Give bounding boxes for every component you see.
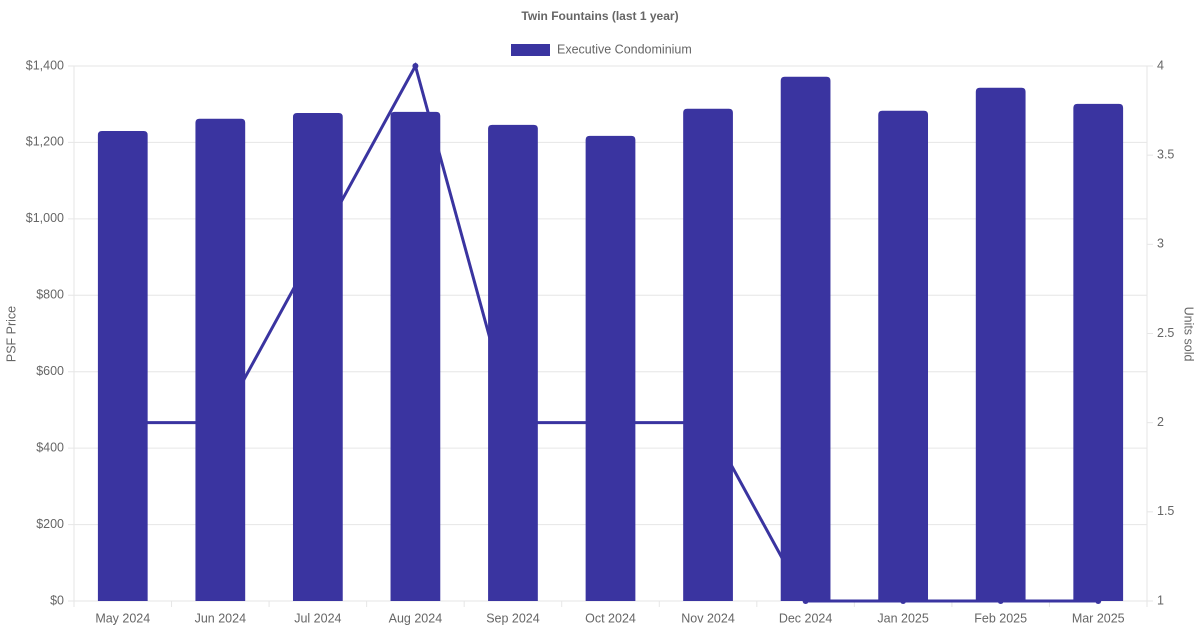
bar (975, 87, 1026, 601)
y2-axis-title: Units sold (1182, 307, 1196, 362)
bar (780, 76, 831, 601)
bar (683, 108, 733, 602)
y-tick-label: $400 (36, 440, 64, 454)
y-tick-label: $200 (36, 517, 64, 531)
legend-swatch (511, 44, 550, 56)
x-tick-label: Mar 2025 (1072, 611, 1125, 625)
line-point (412, 63, 419, 69)
x-tick-label: Jun 2024 (195, 611, 246, 625)
x-tick-label: Feb 2025 (974, 611, 1027, 625)
bar (390, 111, 441, 601)
x-tick-label: Aug 2024 (389, 611, 443, 625)
y2-tick-label: 3 (1157, 237, 1164, 251)
bar (878, 110, 929, 601)
chart-title: Twin Fountains (last 1 year) (521, 9, 678, 23)
bar (585, 135, 636, 602)
x-tick-label: May 2024 (95, 611, 150, 625)
bar (292, 113, 343, 601)
y2-tick-label: 3.5 (1157, 147, 1174, 161)
bar (97, 130, 148, 601)
y2-tick-label: 1 (1157, 593, 1164, 607)
y-axis-title: PSF Price (4, 306, 18, 362)
y2-tick-label: 4 (1157, 58, 1164, 72)
y-tick-label: $1,200 (26, 135, 64, 149)
bar (1073, 103, 1124, 601)
legend-label: Executive Condominium (557, 42, 692, 56)
y2-tick-label: 2 (1157, 415, 1164, 429)
y-tick-label: $0 (50, 593, 64, 607)
x-tick-label: Sep 2024 (486, 611, 540, 625)
bar (488, 124, 538, 601)
y2-tick-label: 1.5 (1157, 504, 1174, 518)
y-tick-label: $1,400 (26, 58, 64, 72)
y-tick-label: $600 (36, 364, 64, 378)
y-tick-label: $800 (36, 288, 64, 302)
y2-tick-label: 2.5 (1157, 326, 1174, 340)
x-tick-label: Jul 2024 (294, 611, 341, 625)
bar (195, 118, 246, 601)
x-tick-label: Oct 2024 (585, 611, 636, 625)
x-tick-label: Dec 2024 (779, 611, 833, 625)
x-tick-label: Nov 2024 (681, 611, 735, 625)
y-tick-label: $1,000 (26, 211, 64, 225)
x-tick-label: Jan 2025 (877, 611, 928, 625)
